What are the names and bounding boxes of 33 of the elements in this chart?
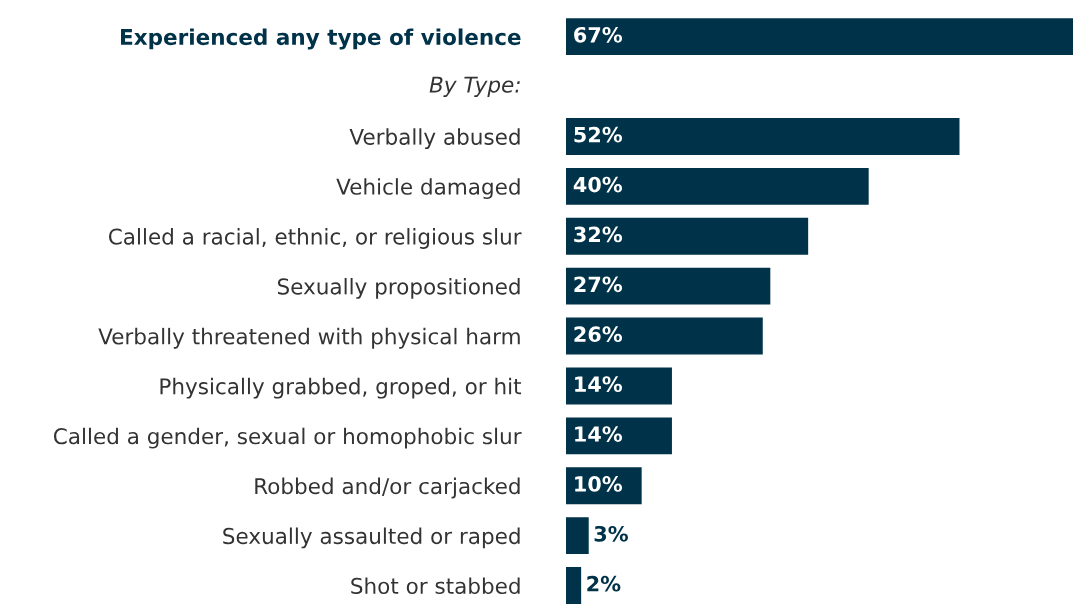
y-tick-label: Called a gender, sexual or homophobic slur: [53, 427, 522, 449]
bar: [566, 267, 771, 305]
y-tick-label: Physically grabbed, groped, or hit: [160, 377, 522, 399]
y-tick-label: Verbally threatened with physical harm: [98, 327, 520, 349]
data-label: 67%: [574, 26, 623, 43]
data-label: 52%: [574, 126, 623, 143]
y-tick-label: Verbally abused: [349, 128, 520, 150]
bar: [566, 367, 672, 405]
data-label: 27%: [574, 276, 623, 293]
text: By Type:: [429, 76, 520, 97]
data-label: 14%: [575, 426, 623, 442]
data-label: 40%: [573, 176, 623, 193]
y-tick-label: Shot or stabbed: [351, 577, 520, 595]
y-tick-label: Sexually propositioned: [277, 277, 520, 299]
y-tick-label: Experienced any type of violence: [121, 28, 521, 50]
y-tick-label: Called a racial, ethnic, or religious slur: [108, 228, 522, 249]
bar: [566, 217, 809, 255]
y-tick-label: Sexually assaulted or raped: [223, 527, 520, 549]
data-label: 10%: [575, 476, 623, 492]
y-tick-label: Vehicle damaged: [336, 178, 520, 199]
bar: [566, 18, 1073, 56]
bar: [566, 417, 672, 455]
data-label: 2%: [587, 575, 621, 592]
bar: [566, 167, 869, 205]
data-label: 26%: [574, 326, 623, 343]
bar: [566, 517, 589, 555]
bar: [566, 567, 582, 605]
data-label: 32%: [574, 226, 623, 243]
bar: [566, 317, 763, 355]
y-tick-label: Robbed and/or carjacked: [255, 477, 520, 499]
data-label: 3%: [594, 525, 628, 542]
data-label: 14%: [575, 376, 623, 392]
bar: [566, 117, 960, 155]
